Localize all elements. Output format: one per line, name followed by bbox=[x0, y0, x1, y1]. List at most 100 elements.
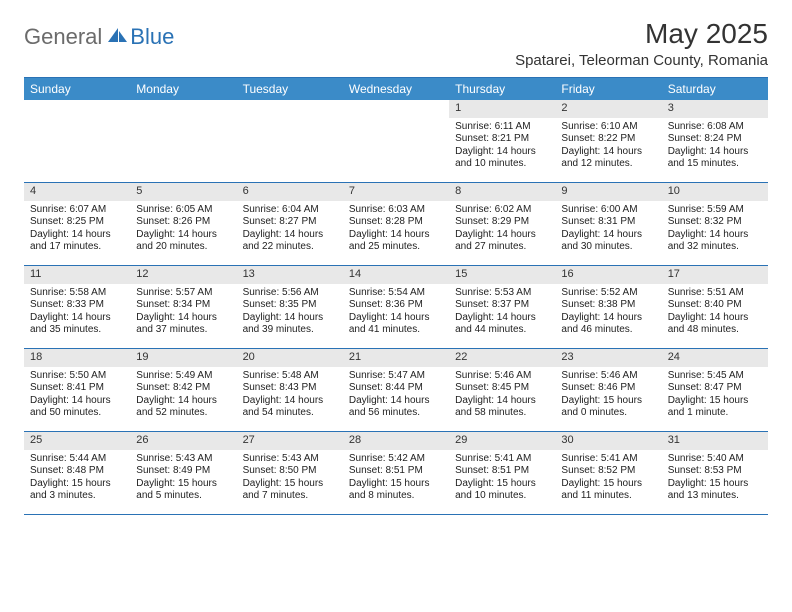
day-number: 5 bbox=[130, 183, 236, 201]
day-cell: 28Sunrise: 5:42 AMSunset: 8:51 PMDayligh… bbox=[343, 432, 449, 514]
day-cell: 9Sunrise: 6:00 AMSunset: 8:31 PMDaylight… bbox=[555, 183, 661, 265]
day-cell: 12Sunrise: 5:57 AMSunset: 8:34 PMDayligh… bbox=[130, 266, 236, 348]
sunrise-line: Sunrise: 5:52 AM bbox=[561, 287, 655, 300]
sunrise-line: Sunrise: 6:07 AM bbox=[30, 204, 124, 217]
sunrise-line: Sunrise: 5:41 AM bbox=[455, 453, 549, 466]
sunset-line: Sunset: 8:43 PM bbox=[243, 382, 337, 395]
daylight-line: Daylight: 15 hours and 3 minutes. bbox=[30, 478, 124, 503]
daylight-line: Daylight: 14 hours and 12 minutes. bbox=[561, 146, 655, 171]
day-body: Sunrise: 5:41 AMSunset: 8:52 PMDaylight:… bbox=[555, 450, 661, 507]
day-number: 17 bbox=[662, 266, 768, 284]
daylight-line: Daylight: 14 hours and 52 minutes. bbox=[136, 395, 230, 420]
sunrise-line: Sunrise: 5:48 AM bbox=[243, 370, 337, 383]
daylight-line: Daylight: 14 hours and 46 minutes. bbox=[561, 312, 655, 337]
weekday-header: Friday bbox=[555, 78, 661, 100]
daylight-line: Daylight: 14 hours and 17 minutes. bbox=[30, 229, 124, 254]
day-number: 21 bbox=[343, 349, 449, 367]
sunset-line: Sunset: 8:50 PM bbox=[243, 465, 337, 478]
title-block: May 2025 Spatarei, Teleorman County, Rom… bbox=[515, 18, 768, 69]
sunset-line: Sunset: 8:52 PM bbox=[561, 465, 655, 478]
day-cell bbox=[237, 100, 343, 182]
sunrise-line: Sunrise: 5:49 AM bbox=[136, 370, 230, 383]
day-cell bbox=[24, 100, 130, 182]
sunrise-line: Sunrise: 5:47 AM bbox=[349, 370, 443, 383]
sunset-line: Sunset: 8:26 PM bbox=[136, 216, 230, 229]
day-body: Sunrise: 5:59 AMSunset: 8:32 PMDaylight:… bbox=[662, 201, 768, 258]
daylight-line: Daylight: 14 hours and 35 minutes. bbox=[30, 312, 124, 337]
sunrise-line: Sunrise: 5:54 AM bbox=[349, 287, 443, 300]
week-row: 11Sunrise: 5:58 AMSunset: 8:33 PMDayligh… bbox=[24, 266, 768, 349]
sunset-line: Sunset: 8:45 PM bbox=[455, 382, 549, 395]
day-cell: 2Sunrise: 6:10 AMSunset: 8:22 PMDaylight… bbox=[555, 100, 661, 182]
day-cell: 21Sunrise: 5:47 AMSunset: 8:44 PMDayligh… bbox=[343, 349, 449, 431]
day-cell: 8Sunrise: 6:02 AMSunset: 8:29 PMDaylight… bbox=[449, 183, 555, 265]
day-cell: 6Sunrise: 6:04 AMSunset: 8:27 PMDaylight… bbox=[237, 183, 343, 265]
sunset-line: Sunset: 8:21 PM bbox=[455, 133, 549, 146]
day-body: Sunrise: 5:57 AMSunset: 8:34 PMDaylight:… bbox=[130, 284, 236, 341]
sunset-line: Sunset: 8:51 PM bbox=[349, 465, 443, 478]
daylight-line: Daylight: 15 hours and 13 minutes. bbox=[668, 478, 762, 503]
day-number: 28 bbox=[343, 432, 449, 450]
day-number: 13 bbox=[237, 266, 343, 284]
day-cell: 30Sunrise: 5:41 AMSunset: 8:52 PMDayligh… bbox=[555, 432, 661, 514]
day-number: 8 bbox=[449, 183, 555, 201]
day-cell: 19Sunrise: 5:49 AMSunset: 8:42 PMDayligh… bbox=[130, 349, 236, 431]
day-cell: 11Sunrise: 5:58 AMSunset: 8:33 PMDayligh… bbox=[24, 266, 130, 348]
day-number: 31 bbox=[662, 432, 768, 450]
day-number: 25 bbox=[24, 432, 130, 450]
day-number: 3 bbox=[662, 100, 768, 118]
day-body: Sunrise: 5:44 AMSunset: 8:48 PMDaylight:… bbox=[24, 450, 130, 507]
day-body: Sunrise: 6:02 AMSunset: 8:29 PMDaylight:… bbox=[449, 201, 555, 258]
sunset-line: Sunset: 8:35 PM bbox=[243, 299, 337, 312]
week-row: 4Sunrise: 6:07 AMSunset: 8:25 PMDaylight… bbox=[24, 183, 768, 266]
day-body: Sunrise: 5:43 AMSunset: 8:50 PMDaylight:… bbox=[237, 450, 343, 507]
day-number: 20 bbox=[237, 349, 343, 367]
sunset-line: Sunset: 8:51 PM bbox=[455, 465, 549, 478]
sunrise-line: Sunrise: 5:45 AM bbox=[668, 370, 762, 383]
sunrise-line: Sunrise: 5:44 AM bbox=[30, 453, 124, 466]
day-cell: 14Sunrise: 5:54 AMSunset: 8:36 PMDayligh… bbox=[343, 266, 449, 348]
day-body: Sunrise: 6:03 AMSunset: 8:28 PMDaylight:… bbox=[343, 201, 449, 258]
day-number: 4 bbox=[24, 183, 130, 201]
day-cell bbox=[343, 100, 449, 182]
sunset-line: Sunset: 8:28 PM bbox=[349, 216, 443, 229]
sunrise-line: Sunrise: 5:53 AM bbox=[455, 287, 549, 300]
day-number: 16 bbox=[555, 266, 661, 284]
daylight-line: Daylight: 15 hours and 11 minutes. bbox=[561, 478, 655, 503]
daylight-line: Daylight: 14 hours and 41 minutes. bbox=[349, 312, 443, 337]
sunrise-line: Sunrise: 5:41 AM bbox=[561, 453, 655, 466]
day-body: Sunrise: 5:58 AMSunset: 8:33 PMDaylight:… bbox=[24, 284, 130, 341]
day-cell: 13Sunrise: 5:56 AMSunset: 8:35 PMDayligh… bbox=[237, 266, 343, 348]
day-cell bbox=[130, 100, 236, 182]
sunrise-line: Sunrise: 6:04 AM bbox=[243, 204, 337, 217]
day-body: Sunrise: 5:46 AMSunset: 8:45 PMDaylight:… bbox=[449, 367, 555, 424]
sunrise-line: Sunrise: 5:46 AM bbox=[455, 370, 549, 383]
day-body: Sunrise: 6:04 AMSunset: 8:27 PMDaylight:… bbox=[237, 201, 343, 258]
sunset-line: Sunset: 8:48 PM bbox=[30, 465, 124, 478]
day-number: 11 bbox=[24, 266, 130, 284]
day-number: 7 bbox=[343, 183, 449, 201]
day-cell: 5Sunrise: 6:05 AMSunset: 8:26 PMDaylight… bbox=[130, 183, 236, 265]
daylight-line: Daylight: 15 hours and 7 minutes. bbox=[243, 478, 337, 503]
calendar: SundayMondayTuesdayWednesdayThursdayFrid… bbox=[24, 77, 768, 515]
sunrise-line: Sunrise: 5:43 AM bbox=[136, 453, 230, 466]
daylight-line: Daylight: 14 hours and 48 minutes. bbox=[668, 312, 762, 337]
daylight-line: Daylight: 14 hours and 27 minutes. bbox=[455, 229, 549, 254]
sunrise-line: Sunrise: 5:57 AM bbox=[136, 287, 230, 300]
brand-part1: General bbox=[24, 24, 102, 50]
daylight-line: Daylight: 14 hours and 54 minutes. bbox=[243, 395, 337, 420]
sunset-line: Sunset: 8:47 PM bbox=[668, 382, 762, 395]
sunset-line: Sunset: 8:41 PM bbox=[30, 382, 124, 395]
day-body: Sunrise: 5:51 AMSunset: 8:40 PMDaylight:… bbox=[662, 284, 768, 341]
day-body: Sunrise: 5:41 AMSunset: 8:51 PMDaylight:… bbox=[449, 450, 555, 507]
sunrise-line: Sunrise: 6:02 AM bbox=[455, 204, 549, 217]
day-cell: 26Sunrise: 5:43 AMSunset: 8:49 PMDayligh… bbox=[130, 432, 236, 514]
sunrise-line: Sunrise: 6:05 AM bbox=[136, 204, 230, 217]
sunrise-line: Sunrise: 5:59 AM bbox=[668, 204, 762, 217]
day-number: 15 bbox=[449, 266, 555, 284]
day-body: Sunrise: 5:49 AMSunset: 8:42 PMDaylight:… bbox=[130, 367, 236, 424]
sunset-line: Sunset: 8:49 PM bbox=[136, 465, 230, 478]
day-number: 6 bbox=[237, 183, 343, 201]
day-number: 12 bbox=[130, 266, 236, 284]
sunrise-line: Sunrise: 5:43 AM bbox=[243, 453, 337, 466]
